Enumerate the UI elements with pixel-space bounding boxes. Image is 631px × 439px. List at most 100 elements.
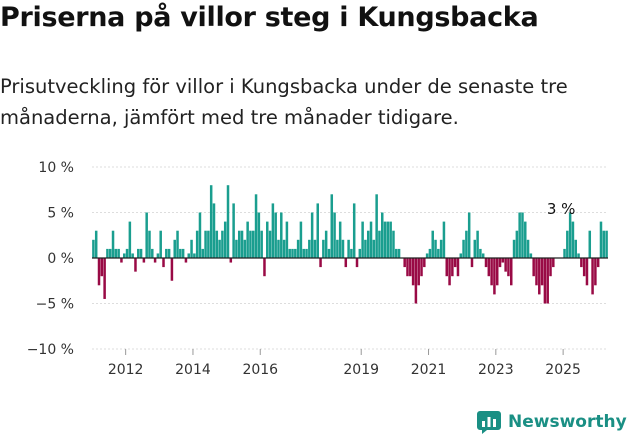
bar-series [92, 185, 608, 304]
bar [100, 258, 104, 277]
bar [207, 230, 210, 258]
bar [524, 221, 527, 258]
bar [591, 258, 594, 295]
bar [341, 239, 345, 258]
bar [223, 221, 227, 258]
bar [156, 253, 160, 258]
bar [114, 248, 118, 258]
bar [580, 258, 583, 268]
chart-subtitle: Prisutveckling för villor i Kungsbacka u… [0, 75, 568, 129]
bar [274, 212, 277, 258]
bar [535, 258, 538, 286]
bar [417, 258, 420, 286]
bar [344, 258, 348, 268]
latest-value-label: 3 % [547, 200, 576, 218]
bar [420, 258, 423, 277]
bar [204, 230, 207, 258]
bar [512, 239, 516, 258]
newsworthy-logo-icon [477, 411, 501, 434]
bar [221, 230, 224, 258]
bar [448, 258, 451, 286]
bar [395, 248, 398, 258]
bar [302, 248, 305, 258]
x-axis-ticks: 2012 2014 2016 2019 2021 2023 2025 [108, 349, 581, 378]
bar [467, 212, 471, 258]
bar [285, 221, 289, 258]
bar [434, 239, 437, 258]
bar [193, 253, 196, 258]
bar [423, 258, 426, 268]
bar [521, 212, 524, 258]
chart-title: Priserna på villor steg i Kungsbacka [0, 2, 539, 33]
bar [240, 230, 244, 258]
bar [229, 258, 233, 263]
bar [170, 258, 174, 281]
bar [473, 239, 477, 258]
x-tick-label: 2025 [545, 362, 581, 378]
bar [103, 258, 106, 299]
bar [493, 258, 496, 295]
bar [364, 239, 367, 258]
bar [280, 212, 283, 258]
bar [479, 248, 482, 258]
bar [594, 258, 597, 286]
bar [117, 248, 120, 258]
bar [526, 239, 530, 258]
bar [296, 239, 300, 258]
bar [425, 253, 429, 258]
bar [439, 239, 443, 258]
y-axis-ticks: 10 % 5 % 0 % −5 % −10 % [27, 160, 74, 358]
bar [538, 258, 541, 295]
bar [336, 239, 339, 258]
bar [252, 230, 255, 258]
bar [355, 258, 359, 268]
bar [372, 239, 376, 258]
bar [137, 248, 140, 258]
x-tick-label: 2014 [175, 362, 211, 378]
bar [198, 212, 202, 258]
bar [243, 239, 247, 258]
bar [563, 248, 566, 258]
x-tick-label: 2016 [242, 362, 278, 378]
x-tick-label: 2021 [411, 362, 447, 378]
bar [173, 239, 176, 258]
bar [151, 248, 154, 258]
bar [487, 258, 491, 277]
bar [131, 253, 134, 258]
bar [431, 230, 434, 258]
bar [515, 230, 519, 258]
bar [397, 248, 401, 258]
bar [378, 230, 381, 258]
bar-chart: 10 % 5 % 0 % −5 % −10 % 2012 2014 2016 2019 2021… [27, 160, 608, 378]
bar [218, 239, 221, 258]
bar [470, 258, 474, 268]
bar [414, 258, 418, 304]
bar [453, 258, 457, 268]
bar [568, 212, 572, 258]
bar [456, 258, 460, 277]
bar [481, 253, 485, 258]
bar [361, 221, 364, 258]
bar [235, 239, 238, 258]
bar [201, 248, 205, 258]
bar [529, 253, 533, 258]
bar [271, 203, 275, 258]
bar [128, 221, 132, 258]
bar [142, 258, 146, 263]
bar [212, 203, 216, 258]
bar [120, 258, 123, 263]
bar [310, 212, 314, 258]
bar [392, 230, 395, 258]
bar [266, 221, 269, 258]
bar [184, 258, 188, 263]
bar [176, 230, 179, 258]
bar [153, 258, 157, 263]
bar [288, 248, 291, 258]
bar [123, 253, 126, 258]
bar [333, 212, 336, 258]
bar [338, 221, 342, 258]
bar [209, 185, 213, 258]
bar [111, 230, 115, 258]
bar [566, 230, 569, 258]
bar [389, 221, 392, 258]
